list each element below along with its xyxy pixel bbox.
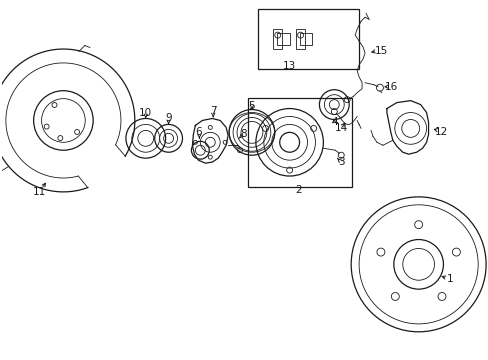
Text: 7: 7 [209, 105, 216, 116]
Text: 3: 3 [337, 157, 344, 167]
Text: 14: 14 [334, 123, 347, 134]
Text: 12: 12 [434, 127, 447, 138]
Text: 2: 2 [295, 185, 301, 195]
Bar [299, 33, 312, 45]
Bar [247, 98, 351, 187]
Text: 8: 8 [240, 129, 247, 139]
Text: 15: 15 [373, 46, 387, 56]
Text: 9: 9 [165, 113, 172, 123]
Text: 13: 13 [283, 61, 296, 71]
Bar [276, 33, 289, 45]
Text: 6: 6 [195, 127, 201, 138]
Bar [257, 9, 358, 69]
Text: 16: 16 [385, 82, 398, 92]
Bar [272, 29, 281, 49]
Text: 10: 10 [139, 108, 152, 117]
Text: 1: 1 [446, 274, 453, 284]
Bar [295, 29, 304, 49]
Text: 5: 5 [248, 100, 255, 111]
Text: 4: 4 [330, 117, 337, 127]
Text: 11: 11 [33, 187, 46, 197]
